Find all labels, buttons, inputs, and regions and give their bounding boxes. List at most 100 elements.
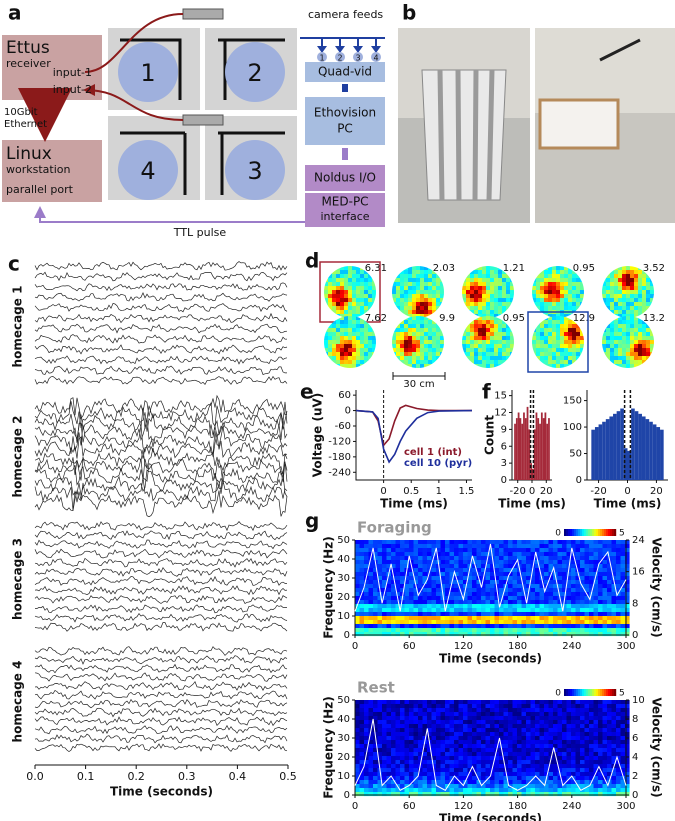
spectrogram-cell (494, 716, 500, 721)
spectrogram-cell (476, 724, 482, 729)
spectrogram-cell (607, 748, 612, 753)
heatmap-cell (606, 340, 610, 344)
spectrogram-cell (472, 720, 477, 725)
spectrogram-cell (557, 612, 563, 617)
heatmap-cell (352, 316, 356, 320)
heatmap-cell (420, 314, 424, 318)
spectrogram-cell (364, 632, 369, 637)
spectrogram-cell (512, 712, 518, 717)
spectrogram-cell (467, 584, 473, 589)
heatmap-cell (360, 310, 364, 314)
spectrogram-cell (368, 600, 374, 605)
spectrogram-cell (395, 716, 401, 721)
spectrogram-cell (616, 556, 621, 561)
heatmap-cell (602, 344, 606, 348)
spectrogram-cell (481, 752, 486, 757)
spectrogram-cell (449, 792, 455, 797)
heatmap-cell (564, 270, 568, 274)
spectrogram-cell (499, 716, 504, 721)
heatmap-cell (412, 306, 416, 310)
heatmap-cell (568, 274, 572, 278)
heatmap-cell (360, 356, 364, 360)
spectrogram-cell (526, 632, 531, 637)
spectrogram-cell (427, 596, 432, 601)
heatmap-cell (392, 286, 396, 290)
spectrogram-cell (566, 576, 572, 581)
spectrogram-cell (526, 792, 531, 797)
heatmap-cell (610, 298, 614, 302)
heatmap-cell (494, 274, 498, 278)
heatmap-cell (614, 298, 618, 302)
heatmap-cell (646, 336, 650, 340)
spectrogram-cell (602, 736, 608, 741)
spectrogram-cell (535, 728, 540, 733)
spectrogram-cell (503, 732, 509, 737)
spectrogram-cell (562, 772, 567, 777)
spectrogram-cell (607, 704, 612, 709)
heatmap-cell (336, 314, 340, 318)
heatmap-cell (332, 316, 336, 320)
label: 30 cm (403, 379, 434, 390)
heatmap-cell (650, 344, 654, 348)
spectrogram-cell (503, 712, 509, 717)
spectrogram-cell (476, 560, 482, 565)
spectrogram-cell (431, 588, 437, 593)
spectrogram-cell (472, 712, 477, 717)
heatmap-cell (352, 302, 356, 306)
spectrogram-cell (355, 768, 360, 773)
heatmap-cell (540, 328, 544, 332)
heatmap-cell (490, 344, 494, 348)
spectrogram-cell (359, 552, 365, 557)
spectrogram-cell (521, 784, 527, 789)
spectrogram-cell (589, 704, 594, 709)
heatmap-cell (490, 352, 494, 356)
heatmap-cell (332, 314, 336, 318)
heatmap-cell (344, 320, 348, 324)
spectrogram-cell (359, 772, 365, 777)
spectrogram-cell (526, 704, 531, 709)
spectrogram-cell (499, 584, 504, 589)
heatmap-cell (494, 294, 498, 298)
spectrogram-cell (377, 720, 383, 725)
spectrogram-cell (580, 760, 585, 765)
spectrogram-cell (445, 540, 450, 545)
spectrogram-cell (499, 728, 504, 733)
spectrogram-cell (445, 584, 450, 589)
spectrogram-cell (566, 752, 572, 757)
heatmap-cell (580, 278, 584, 282)
heatmap-cell (502, 290, 506, 294)
spectrogram-cell (580, 744, 585, 749)
spectrogram-cell (571, 584, 576, 589)
heatmap-cell (630, 360, 634, 364)
trace-texture (34, 680, 288, 691)
spectrogram-cell (562, 704, 567, 709)
heatmap-cell (428, 320, 432, 324)
spectrogram-cell (535, 744, 540, 749)
heatmap-cell (420, 348, 424, 352)
spectrogram-cell (472, 544, 477, 549)
heatmap-cell (396, 270, 400, 274)
spectrogram-cell (580, 632, 585, 637)
spectrogram-cell (409, 624, 414, 629)
spectrogram-cell (562, 756, 567, 761)
spectrogram-cell (494, 540, 500, 545)
spectrogram-cell (373, 624, 378, 629)
heatmap-cell (486, 364, 490, 368)
spectrogram-cell (575, 548, 581, 553)
spectrogram-cell (377, 572, 383, 577)
heatmap-cell (324, 316, 328, 320)
heatmap-cell (602, 324, 606, 328)
spectrogram-cell (490, 620, 495, 625)
spectrogram-cell (454, 568, 459, 573)
peak-rate: 2.03 (433, 263, 455, 274)
heatmap-cell (360, 364, 364, 368)
heatmap-cell (416, 344, 420, 348)
spectrogram-cell (544, 700, 549, 705)
spectrogram-cell (508, 704, 513, 709)
heatmap-cell (540, 306, 544, 310)
heatmap-cell (498, 290, 502, 294)
spectrogram-cell (463, 748, 468, 753)
heatmap-cell (580, 364, 584, 368)
spectrogram-cell (395, 592, 401, 597)
spectrogram-cell (584, 556, 590, 561)
